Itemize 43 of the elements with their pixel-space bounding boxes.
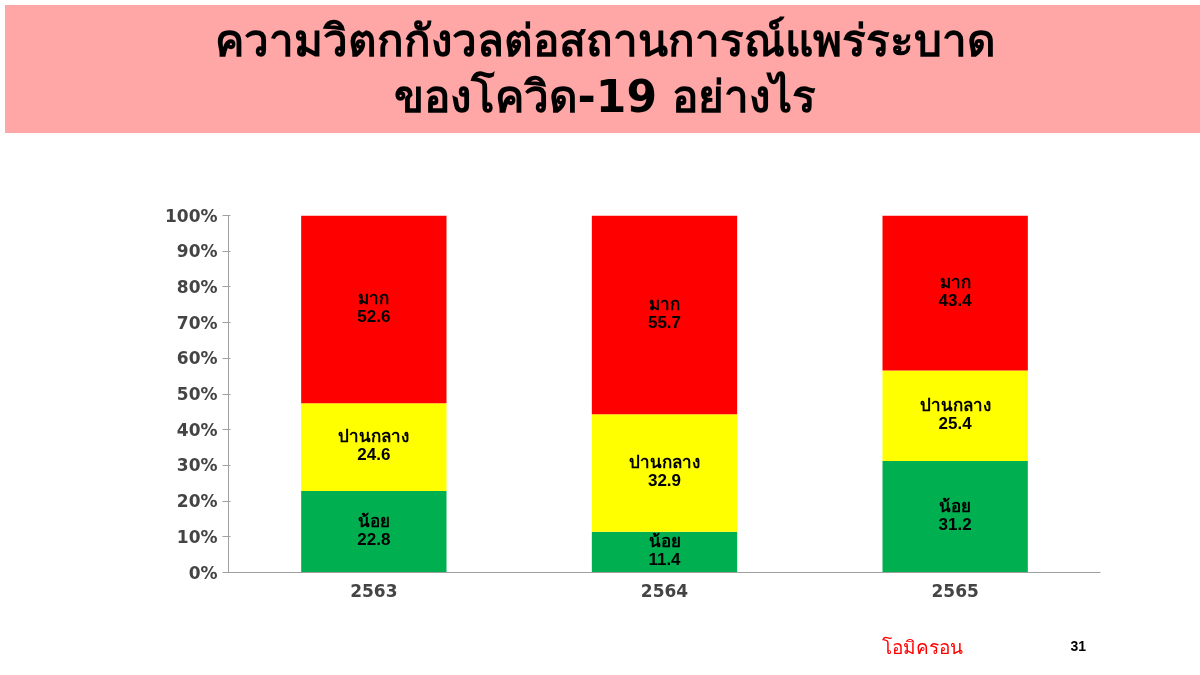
text: น้อย [357,511,390,531]
data-label: 24.6 [357,445,391,465]
bar [591,215,738,415]
data-label: 22.8 [357,529,391,549]
y-tick-label: 40% [176,419,218,440]
data-label: 43.4 [938,290,973,310]
y-tick-label: 0% [188,562,218,583]
bar [301,491,447,573]
x-tick-label: 2564 [640,580,689,601]
y-tick-label: 30% [176,455,218,476]
data-label: 31.2 [938,514,972,534]
text: น้อย [939,496,972,516]
bar [301,215,447,404]
y-tick-label: 50% [176,384,218,404]
data-label: 55.7 [647,312,682,332]
text: ปานกลาง [919,395,991,415]
y-tick-label: 100% [164,205,218,226]
data-label: 32.9 [647,471,682,491]
data-label: 11.4 [648,550,682,570]
text: โอมิครอน [881,636,963,658]
series-label: ปานกลาง [338,427,410,447]
series-label: น้อย [648,532,681,552]
text: ปานกลาง [629,453,700,473]
y-tick-label: 60% [176,348,218,369]
x-tick-label: 2565 [931,580,979,601]
bar [591,414,738,532]
y-tick-label: 70% [176,312,218,333]
text: 31 [1070,637,1087,654]
bar [882,370,1028,462]
data-label: 25.4 [938,413,973,433]
bar [882,215,1028,371]
y-tick-label: 80% [176,276,218,297]
chart-title: ความวิตกกังวลต่อสถานการณ์แพร่ระบาด ของโควิด-19 อย่างไร [214,14,996,124]
y-tick-label: 10% [176,526,218,547]
bar [301,403,447,492]
series-label: มาก [358,289,390,309]
data-label: 52.6 [357,307,391,327]
text: มาก [939,272,971,292]
y-tick-label: 20% [176,491,218,512]
bar [882,461,1028,573]
x-tick-label: 2563 [350,580,398,601]
text: มาก [649,294,680,314]
y-tick-label: 90% [176,241,218,262]
